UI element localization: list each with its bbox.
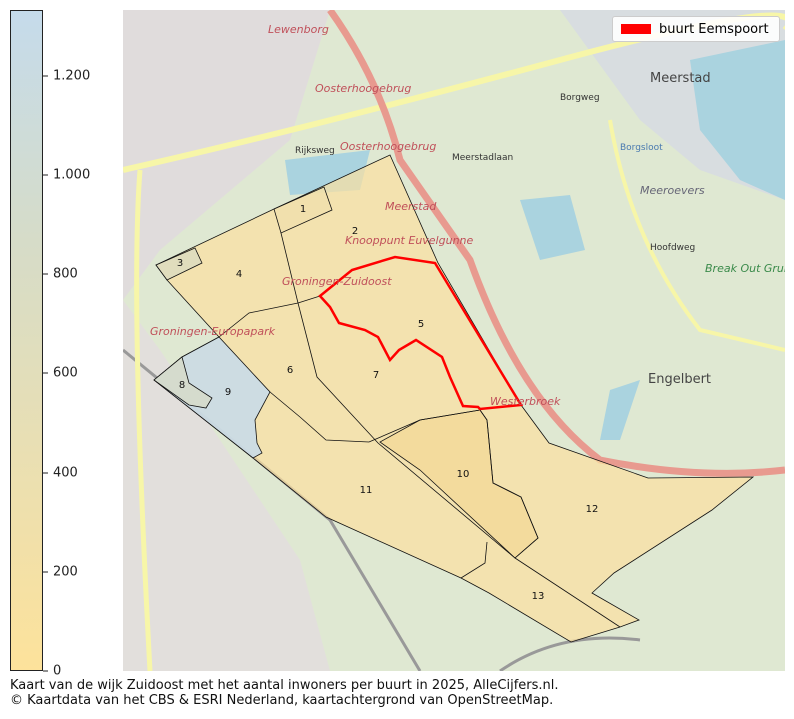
colorbar-tick: 400 bbox=[43, 466, 78, 481]
road-name: Hoofdweg bbox=[650, 243, 695, 253]
buurt-label: 9 bbox=[225, 387, 231, 398]
colorbar-tick: 600 bbox=[43, 366, 78, 381]
buurt-label: 4 bbox=[236, 269, 242, 280]
basemap bbox=[123, 10, 785, 671]
place-name: Groningen-Zuidoost bbox=[282, 275, 392, 288]
legend-swatch bbox=[621, 24, 651, 34]
road-name: Borgweg bbox=[560, 93, 600, 103]
colorbar-tick: 800 bbox=[43, 267, 78, 282]
buurt-label: 13 bbox=[532, 591, 545, 602]
buurt-label: 2 bbox=[352, 226, 358, 237]
buurt-labels: 1 2 3 4 5 6 7 8 9 10 11 12 13 bbox=[177, 204, 599, 602]
boundary bbox=[280, 232, 621, 628]
place-name: Meerstad bbox=[385, 200, 437, 213]
map-legend: buurt Eemspoort bbox=[612, 16, 780, 42]
place-name: Oosterhoogebrug bbox=[340, 140, 436, 153]
buurt-label: 5 bbox=[418, 319, 424, 330]
colorbar-tick: 200 bbox=[43, 565, 78, 580]
caption-line: Kaart van de wijk Zuidoost met het aanta… bbox=[10, 678, 559, 693]
place-name: Knooppunt Euvelgunne bbox=[345, 234, 474, 247]
wijk-outline bbox=[153, 154, 755, 643]
buurt-label: 3 bbox=[177, 258, 183, 269]
buurt-label: 8 bbox=[179, 380, 185, 391]
buurt-label: 7 bbox=[373, 370, 379, 381]
place-name: Meerstad bbox=[650, 71, 711, 86]
legend-label: buurt Eemspoort bbox=[659, 21, 769, 37]
buurt-label: 6 bbox=[287, 365, 293, 376]
buurt-8-area[interactable] bbox=[153, 356, 213, 409]
buurt-3-area[interactable] bbox=[155, 247, 203, 281]
buurten bbox=[153, 154, 755, 643]
place-name: Lewenborg bbox=[268, 23, 329, 36]
buurt-1-area[interactable] bbox=[273, 186, 333, 234]
place-name: Groningen-Europapark bbox=[150, 325, 276, 338]
place-name: Westerbroek bbox=[490, 395, 561, 408]
colorbar-tick: 1.000 bbox=[43, 168, 90, 183]
map-names: Lewenborg Oosterhoogebrug Oosterhoogebru… bbox=[150, 23, 785, 408]
place-name: Meeroevers bbox=[640, 184, 705, 197]
attribution-line: © Kaartdata van het CBS & ESRI Nederland… bbox=[10, 693, 554, 708]
colorbar bbox=[10, 10, 43, 671]
place-name: Break Out Grunopark bbox=[705, 262, 785, 275]
map[interactable]: 1 2 3 4 5 6 7 8 9 10 11 12 13 Lewenborg … bbox=[123, 10, 785, 671]
caption: Kaart van de wijk Zuidoost met het aanta… bbox=[10, 678, 559, 708]
place-name: Engelbert bbox=[648, 372, 711, 387]
road-name: Rijksweg bbox=[295, 146, 335, 156]
boundary bbox=[460, 541, 488, 579]
road-name: Meerstadlaan bbox=[452, 153, 513, 163]
place-name: Oosterhoogebrug bbox=[315, 82, 411, 95]
buurt-label: 1 bbox=[300, 204, 306, 215]
buurt-label: 10 bbox=[457, 469, 470, 480]
colorbar-tick: 0 bbox=[43, 664, 61, 679]
road-name: Borgsloot bbox=[620, 143, 663, 153]
buurt-label: 11 bbox=[360, 485, 373, 496]
buurt-label: 12 bbox=[586, 504, 599, 515]
buurt-5-eemspoort-outline[interactable] bbox=[318, 255, 524, 411]
boundary bbox=[218, 295, 321, 338]
colorbar-tick: 1.200 bbox=[43, 69, 90, 84]
